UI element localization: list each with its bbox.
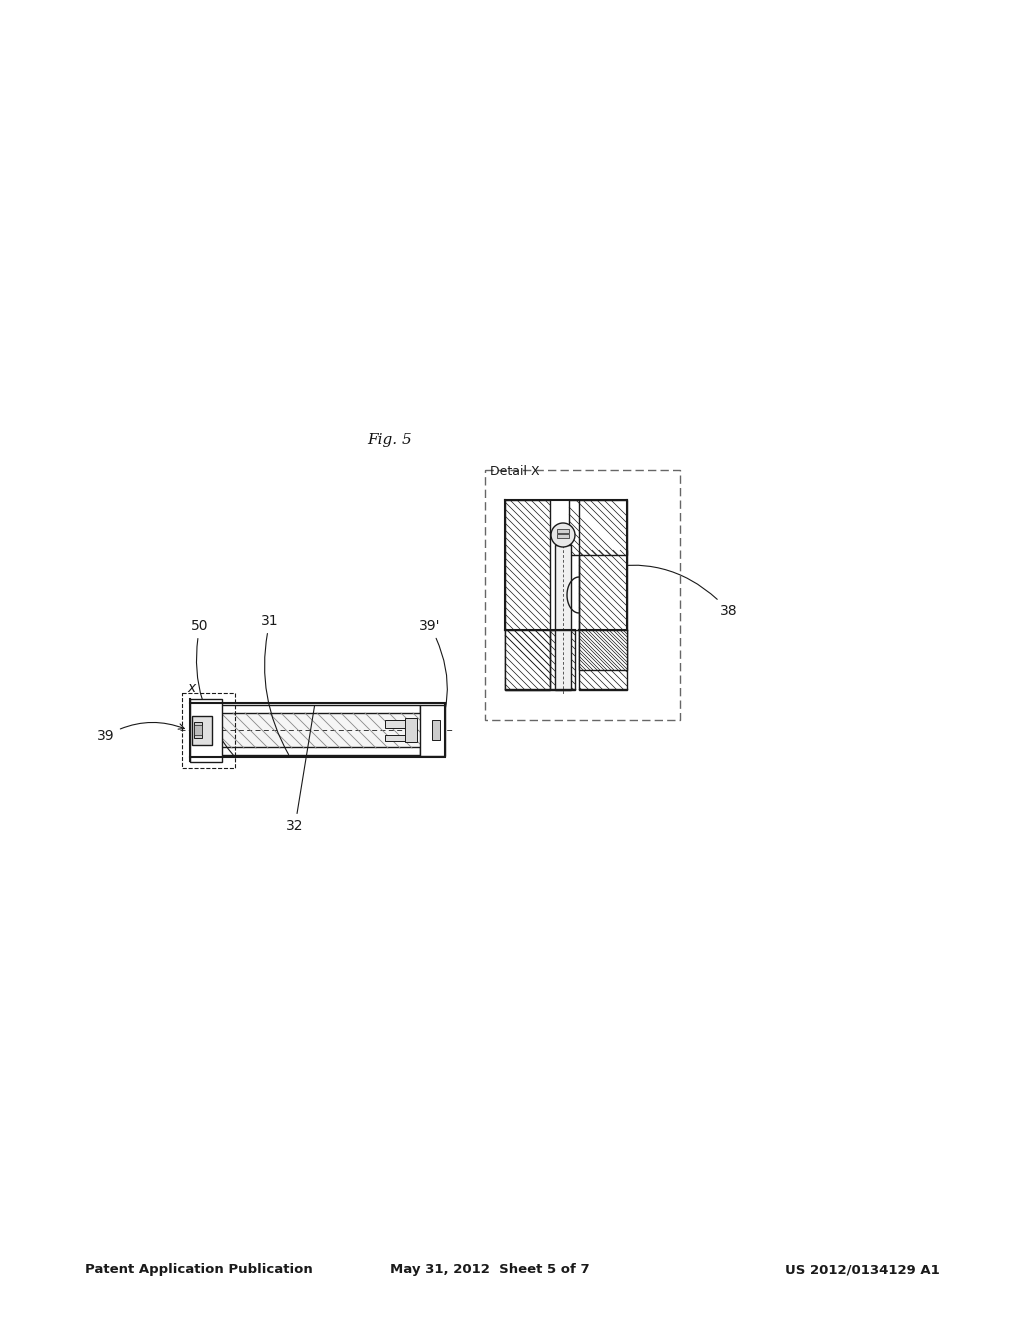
Bar bbox=[569, 500, 627, 554]
Bar bbox=[406, 718, 417, 742]
Text: 32: 32 bbox=[287, 706, 314, 833]
Bar bbox=[385, 719, 413, 729]
Bar bbox=[579, 630, 627, 690]
Bar bbox=[193, 715, 212, 744]
Bar bbox=[557, 529, 569, 533]
Bar bbox=[420, 705, 445, 756]
Text: 50: 50 bbox=[191, 619, 233, 755]
Bar bbox=[182, 693, 234, 768]
Text: 38: 38 bbox=[597, 565, 737, 618]
Text: 31: 31 bbox=[261, 614, 289, 755]
Text: Fig. 5: Fig. 5 bbox=[368, 433, 413, 447]
Text: Patent Application Publication: Patent Application Publication bbox=[85, 1263, 312, 1276]
Bar bbox=[220, 713, 420, 748]
Bar bbox=[579, 550, 627, 671]
Text: x: x bbox=[187, 681, 196, 696]
Bar bbox=[194, 725, 202, 735]
Bar bbox=[505, 500, 550, 690]
Text: 39: 39 bbox=[97, 722, 184, 743]
Bar bbox=[571, 550, 579, 671]
Text: May 31, 2012  Sheet 5 of 7: May 31, 2012 Sheet 5 of 7 bbox=[390, 1263, 590, 1276]
Text: Detail X: Detail X bbox=[490, 465, 540, 478]
Text: 39': 39' bbox=[419, 619, 447, 754]
Bar bbox=[194, 722, 202, 738]
Bar bbox=[485, 470, 680, 719]
Circle shape bbox=[551, 523, 575, 546]
Bar bbox=[385, 735, 413, 741]
Bar bbox=[432, 719, 440, 741]
Bar bbox=[220, 747, 420, 755]
Bar bbox=[557, 535, 569, 539]
Bar bbox=[190, 700, 222, 762]
Bar bbox=[220, 705, 420, 713]
Bar bbox=[555, 545, 571, 690]
Text: US 2012/0134129 A1: US 2012/0134129 A1 bbox=[785, 1263, 940, 1276]
Bar bbox=[550, 554, 555, 675]
Bar bbox=[505, 630, 575, 690]
